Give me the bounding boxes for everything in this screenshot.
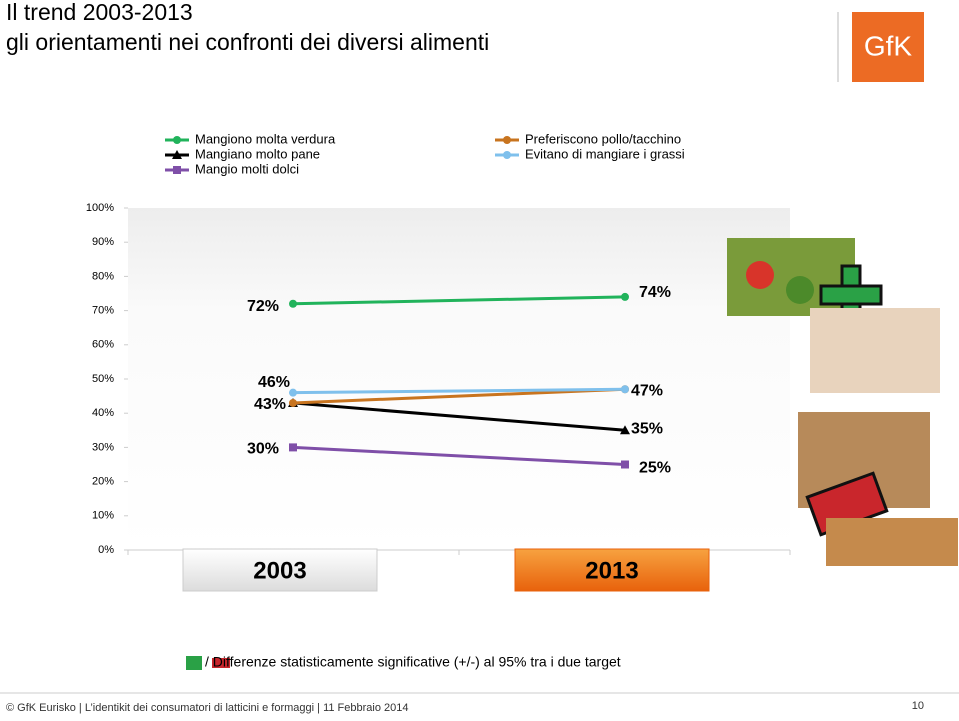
series-line bbox=[292, 445, 626, 466]
footer: © GfK Eurisko | L’identikit dei consumat… bbox=[6, 702, 408, 714]
legend-label: Mangiono molta verdura bbox=[195, 131, 336, 146]
plus-icon-small bbox=[186, 656, 202, 670]
data-label: 47% bbox=[631, 382, 663, 399]
y-tick-label: 10% bbox=[92, 510, 114, 522]
data-label: 46% bbox=[258, 374, 290, 391]
y-tick-label: 40% bbox=[92, 407, 114, 419]
marker bbox=[503, 151, 511, 159]
data-label: 25% bbox=[639, 460, 671, 477]
series-line bbox=[292, 295, 626, 306]
marker bbox=[503, 136, 511, 144]
category-box bbox=[514, 548, 710, 592]
y-tick-label: 70% bbox=[92, 305, 114, 317]
photo-chicken bbox=[810, 308, 940, 393]
y-tick-label: 80% bbox=[92, 270, 114, 282]
y-tick-label: 90% bbox=[92, 236, 114, 248]
legend-label: Mangio molti dolci bbox=[195, 161, 299, 176]
minus-icon-small bbox=[212, 658, 230, 668]
title: Il trend 2003-2013 bbox=[6, 0, 193, 25]
marker bbox=[620, 425, 630, 435]
y-tick-label: 20% bbox=[92, 476, 114, 488]
series-line bbox=[292, 401, 626, 432]
legend-label: Mangiano molto pane bbox=[195, 146, 320, 161]
marker bbox=[621, 292, 629, 301]
marker bbox=[173, 166, 181, 174]
note: / Differenze statisticamente significati… bbox=[205, 654, 621, 670]
y-tick-label: 30% bbox=[92, 441, 114, 453]
photo-detail bbox=[746, 261, 774, 289]
legend-label: Evitano di mangiare i grassi bbox=[525, 146, 685, 161]
photo-bread bbox=[826, 518, 958, 566]
plot-area bbox=[128, 208, 790, 550]
marker bbox=[173, 136, 181, 144]
marker bbox=[621, 385, 629, 394]
plus-icon bbox=[819, 284, 883, 306]
series-line bbox=[292, 387, 626, 405]
chart: 0% 10% 20% 30% 40% 50% 60% 70% 80% 90% 100% 2003 201… bbox=[86, 131, 791, 592]
y-tick-label: 0% bbox=[98, 544, 114, 556]
y-tick-label: 100% bbox=[86, 202, 114, 214]
x-tick-label: 2013 bbox=[585, 557, 638, 584]
y-tick-label: 60% bbox=[92, 339, 114, 351]
legend-label: Preferiscono pollo/tacchino bbox=[525, 131, 681, 146]
category-box bbox=[182, 548, 378, 592]
photo-detail bbox=[786, 276, 814, 304]
marker bbox=[172, 150, 182, 159]
marker bbox=[289, 299, 297, 308]
subtitle: gli orientamenti nei confronti dei diver… bbox=[6, 29, 489, 55]
x-tick-label: 2003 bbox=[253, 557, 306, 584]
data-label: 74% bbox=[639, 284, 671, 301]
logo-box bbox=[852, 12, 924, 82]
marker bbox=[289, 443, 297, 452]
marker bbox=[621, 460, 629, 469]
logo: GfK bbox=[864, 30, 913, 61]
page-number: 10 bbox=[912, 700, 924, 712]
y-tick-label: 50% bbox=[92, 373, 114, 385]
series-line bbox=[292, 387, 626, 395]
marker bbox=[289, 388, 297, 397]
marker bbox=[289, 398, 297, 407]
data-label: 43% bbox=[254, 396, 286, 413]
data-label: 72% bbox=[247, 298, 279, 315]
data-label: 30% bbox=[247, 441, 279, 458]
data-label: 35% bbox=[631, 421, 663, 438]
